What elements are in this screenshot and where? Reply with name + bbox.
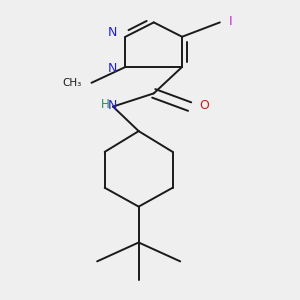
Text: CH₃: CH₃ [63, 78, 82, 88]
Text: N: N [107, 99, 117, 112]
Text: I: I [229, 15, 232, 28]
Text: H: H [101, 98, 110, 111]
Text: N: N [108, 26, 117, 40]
Text: N: N [108, 62, 117, 75]
Text: O: O [199, 99, 209, 112]
